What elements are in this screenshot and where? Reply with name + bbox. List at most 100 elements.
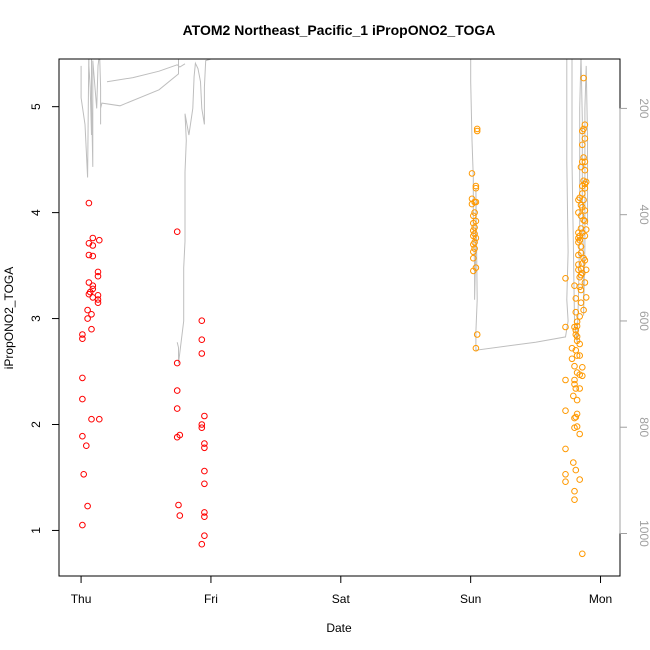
data-point — [175, 501, 182, 509]
data-point — [576, 313, 584, 320]
data-point — [471, 209, 478, 216]
data-point — [201, 467, 208, 475]
data-point — [581, 257, 589, 264]
right-tick-label: 200 — [637, 98, 650, 118]
x-axis-label: Date — [326, 621, 352, 635]
data-point — [88, 325, 95, 333]
data-point — [198, 424, 206, 432]
altitude-line — [106, 63, 186, 83]
data-point — [582, 178, 590, 186]
data-point — [580, 125, 587, 133]
data-point — [80, 471, 87, 478]
data-point — [176, 431, 184, 439]
data-point — [581, 166, 589, 174]
data-point — [471, 230, 478, 238]
data-point — [94, 268, 102, 276]
x-axis: Thu Fri Sat Sun Mon — [71, 575, 612, 606]
data-point — [577, 249, 585, 257]
data-point — [94, 299, 102, 307]
right-tick-label: 600 — [637, 311, 650, 331]
y-tick-label: 1 — [29, 527, 43, 534]
data-point — [577, 299, 585, 307]
data-point — [173, 405, 181, 412]
data-point — [472, 182, 480, 190]
data-point — [472, 264, 480, 272]
x-tick-label: Fri — [204, 592, 218, 606]
data-point — [88, 415, 95, 423]
y-tick-label: 5 — [29, 103, 43, 110]
data-point — [573, 410, 581, 418]
data-point — [581, 135, 589, 142]
data-point — [581, 121, 589, 128]
data-point — [79, 395, 86, 403]
data-point — [89, 285, 97, 293]
data-point — [579, 158, 586, 166]
data-point — [571, 487, 578, 495]
y-tick-label: 4 — [29, 209, 43, 216]
right-tick-label: 1000 — [637, 520, 650, 547]
data-point — [473, 331, 481, 338]
y-tick-label: 2 — [29, 421, 43, 428]
data-point — [572, 385, 580, 392]
data-point — [198, 421, 206, 428]
data-point — [571, 282, 578, 290]
data-point — [571, 362, 578, 370]
data-point — [198, 317, 206, 325]
data-point — [570, 392, 577, 400]
data-point — [472, 344, 480, 352]
data-point — [470, 248, 477, 256]
y-tick-label: 3 — [29, 315, 43, 322]
data-point — [580, 154, 587, 161]
data-point — [582, 266, 590, 274]
data-point — [572, 295, 580, 302]
data-point — [568, 355, 576, 363]
data-point — [89, 242, 97, 249]
data-point — [473, 125, 481, 133]
x-tick-label: Sat — [332, 592, 351, 606]
data-point — [562, 407, 569, 415]
data-point — [580, 216, 587, 224]
data-point — [577, 243, 585, 250]
data-point — [573, 333, 581, 340]
data-point — [572, 413, 580, 421]
data-point — [562, 445, 569, 453]
data-point — [79, 432, 86, 440]
chart-title: ATOM2 Northeast_Pacific_1 iPropONO2_TOGA — [183, 22, 496, 38]
right-tick-label: 400 — [637, 205, 650, 225]
data-point — [581, 232, 589, 240]
data-point — [201, 513, 208, 521]
data-point — [470, 254, 477, 262]
data-point — [568, 344, 576, 352]
data-point — [471, 245, 478, 252]
data-point — [470, 212, 477, 220]
data-point — [582, 226, 590, 233]
altitude-lines — [80, 59, 588, 364]
plot-area — [79, 59, 590, 558]
data-point — [201, 444, 208, 452]
data-point — [576, 385, 584, 392]
data-point — [571, 496, 578, 504]
x-tick-label: Thu — [71, 592, 92, 606]
data-point — [580, 196, 587, 204]
data-point — [198, 540, 206, 548]
data-point — [201, 532, 208, 540]
data-point — [173, 387, 181, 394]
x-tick-label: Mon — [589, 592, 612, 606]
right-tick-label: 800 — [637, 417, 650, 437]
data-point — [562, 478, 569, 486]
data-point — [198, 336, 206, 344]
data-point — [85, 199, 93, 207]
data-point — [579, 141, 586, 149]
data-point — [576, 340, 584, 348]
data-point — [198, 350, 206, 357]
data-point — [472, 198, 480, 206]
data-point — [573, 322, 581, 330]
data-point — [572, 308, 580, 316]
data-point — [471, 224, 478, 231]
y-axis-label: iPropONO2_TOGA — [2, 267, 16, 369]
data-point — [576, 283, 584, 291]
data-point — [96, 236, 103, 244]
data-point — [579, 372, 586, 380]
data-point — [79, 374, 86, 382]
